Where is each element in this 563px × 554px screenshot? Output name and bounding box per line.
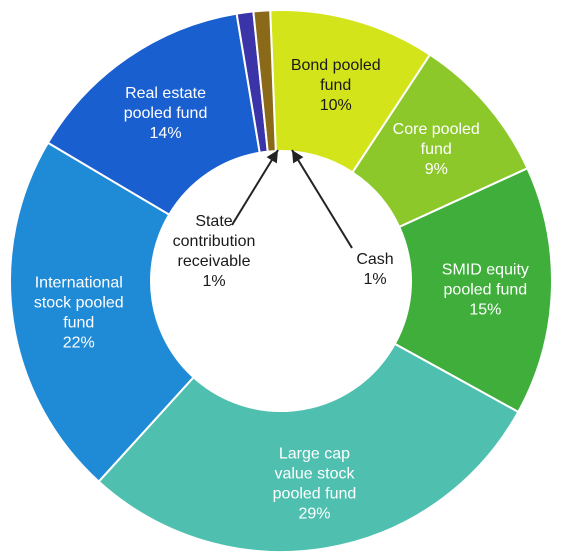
slice-label-line: Large cap	[279, 446, 350, 463]
callout-arrow-state-contribution-receivable	[231, 149, 279, 226]
slice-label-line: 29%	[298, 506, 330, 523]
slice-label-bond-pooled-fund: Bond pooled fund 10%	[291, 57, 381, 114]
slice-label-line: pooled fund	[444, 282, 528, 299]
slice-label-line: 1%	[202, 273, 225, 290]
slice-label-cash: Cash 1%	[356, 251, 393, 288]
slice-label-line: receivable	[178, 253, 251, 270]
slice-label-line: contribution	[173, 233, 256, 250]
slice-label-line: Core pooled	[393, 121, 480, 138]
slice-cash	[252, 9, 277, 153]
slice-label-line: Cash	[356, 251, 393, 268]
slice-label-smid-equity-pooled-fund: SMID equity pooled fund 15%	[442, 262, 529, 319]
slice-label-line: 14%	[150, 125, 182, 142]
slice-label-line: 10%	[320, 97, 352, 114]
slice-label-line: 9%	[425, 161, 448, 178]
slice-label-line: fund	[421, 141, 452, 158]
slice-label-large-cap-value-stock-pooled-fund: Large cap value stock pooled fund 29%	[273, 446, 357, 523]
slice-label-line: 22%	[63, 334, 95, 351]
slice-label-line: fund	[63, 314, 94, 331]
slice-label-line: pooled fund	[273, 486, 357, 503]
slice-label-line: SMID equity	[442, 262, 529, 279]
slice-label-line: 15%	[469, 302, 501, 319]
callout-group	[231, 149, 353, 249]
slice-label-line: 1%	[363, 271, 386, 288]
slice-real-estate-pooled-fund	[46, 12, 261, 217]
callout-arrowhead-state-contribution-receivable	[266, 150, 278, 164]
slice-label-line: stock pooled	[34, 294, 124, 311]
slice-international-stock-pooled-fund	[9, 141, 195, 483]
slice-label-line: State	[195, 213, 232, 230]
slice-label-international-stock-pooled-fund: International stock pooled fund 22%	[34, 274, 124, 351]
slice-label-line: fund	[320, 77, 351, 94]
slice-label-real-estate-pooled-fund: Real estate pooled fund 14%	[124, 85, 208, 142]
slice-large-cap-value-stock-pooled-fund	[97, 342, 520, 553]
label-group: Bond pooled fund 10% Core pooled fund 9% SMID …	[34, 57, 529, 523]
callout-arrow-cash	[291, 149, 353, 249]
slice-label-line: pooled fund	[124, 105, 208, 122]
slice-label-line: Real estate	[125, 85, 206, 102]
slice-label-line: International	[35, 274, 123, 291]
slice-label-core-pooled-fund: Core pooled fund 9%	[393, 121, 480, 178]
slice-smid-equity-pooled-fund	[393, 166, 553, 414]
slice-label-line: value stock	[274, 466, 355, 483]
slice-group	[9, 9, 553, 553]
slice-label-state-contribution-receivable: State contribution receivable 1%	[173, 213, 256, 290]
callout-arrowhead-cash	[292, 150, 304, 164]
slice-label-line: Bond pooled	[291, 57, 381, 74]
